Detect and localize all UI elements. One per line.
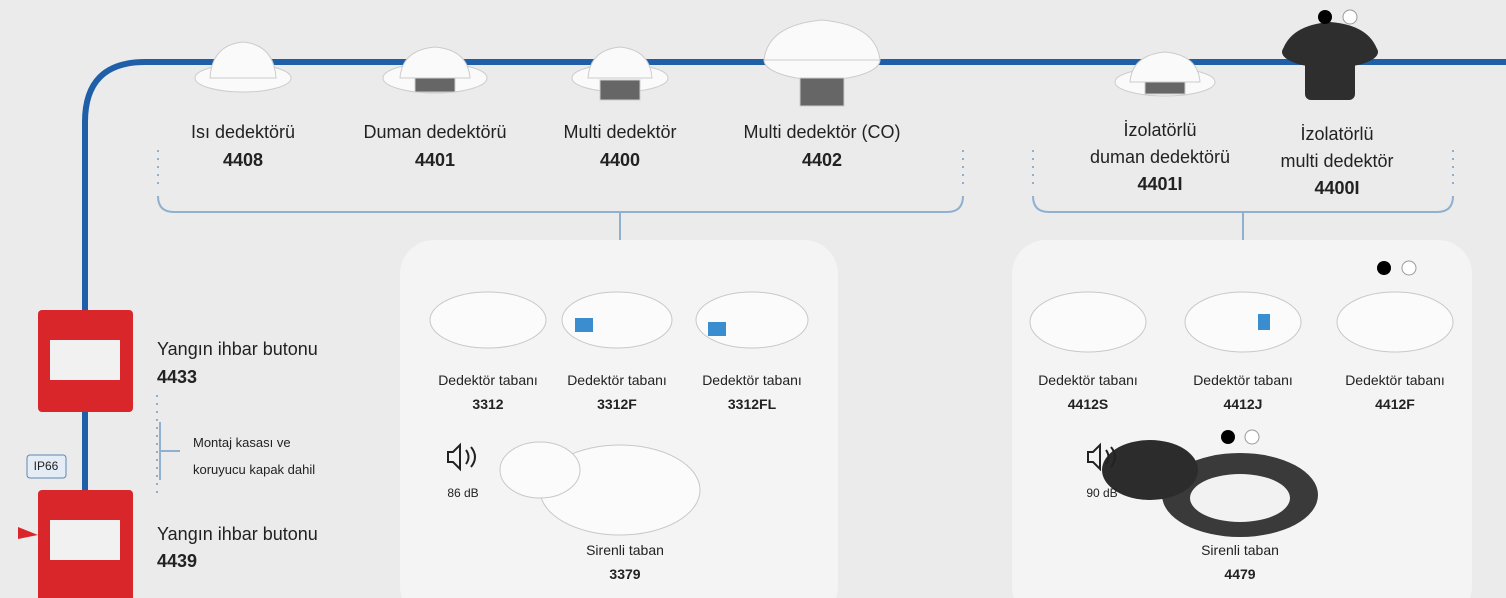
detector-name: İzolatörlü <box>1300 124 1373 145</box>
note: Montaj kasası ve <box>193 435 291 450</box>
call-point-images <box>18 310 133 598</box>
detector-code: 4400 <box>600 150 640 171</box>
base-name: Dedektör tabanı <box>1193 372 1293 388</box>
base-code: 3312FL <box>728 396 776 412</box>
siren-base-dark <box>1102 440 1318 537</box>
base-code: 4412S <box>1068 396 1108 412</box>
detector-name: Multi dedektör <box>563 122 676 143</box>
base-name: Dedektör tabanı <box>438 372 538 388</box>
detector-code: 4401I <box>1137 174 1182 195</box>
call-point-name: Yangın ihbar butonu <box>157 524 318 545</box>
call-point-code: 4439 <box>157 551 197 572</box>
detector-name: Duman dedektörü <box>363 122 506 143</box>
base-name: Sirenli taban <box>1201 542 1279 558</box>
detector-code: 4401 <box>415 150 455 171</box>
detector-name: Isı dedektörü <box>191 122 295 143</box>
sound-level: 90 dB <box>1086 486 1117 500</box>
note: koruyucu kapak dahil <box>193 462 315 477</box>
base-name: Sirenli taban <box>586 542 664 558</box>
badge: IP66 <box>34 459 59 473</box>
page: Isı dedektörü 4408 Duman dedektörü 4401 … <box>0 0 1506 598</box>
detector-name: İzolatörlü <box>1123 120 1196 141</box>
detector-name: multi dedektör <box>1280 151 1393 172</box>
base-code: 4479 <box>1224 566 1255 582</box>
call-point-code: 4433 <box>157 367 197 388</box>
detector-code: 4402 <box>802 150 842 171</box>
sound-level: 86 dB <box>447 486 478 500</box>
call-point-name: Yangın ihbar butonu <box>157 339 318 360</box>
diagram-graphics <box>0 0 1506 598</box>
detector-code: 4400I <box>1314 178 1359 199</box>
detector-name: duman dedektörü <box>1090 147 1230 168</box>
base-code: 3312 <box>472 396 503 412</box>
base-code: 4412J <box>1224 396 1263 412</box>
base-name: Dedektör tabanı <box>702 372 802 388</box>
base-name: Dedektör tabanı <box>567 372 667 388</box>
base-name: Dedektör tabanı <box>1345 372 1445 388</box>
base-code: 3312F <box>597 396 637 412</box>
base-name: Dedektör tabanı <box>1038 372 1138 388</box>
detector-code: 4408 <box>223 150 263 171</box>
base-code: 3379 <box>609 566 640 582</box>
base-code: 4412F <box>1375 396 1415 412</box>
detector-name: Multi dedektör (CO) <box>743 122 900 143</box>
